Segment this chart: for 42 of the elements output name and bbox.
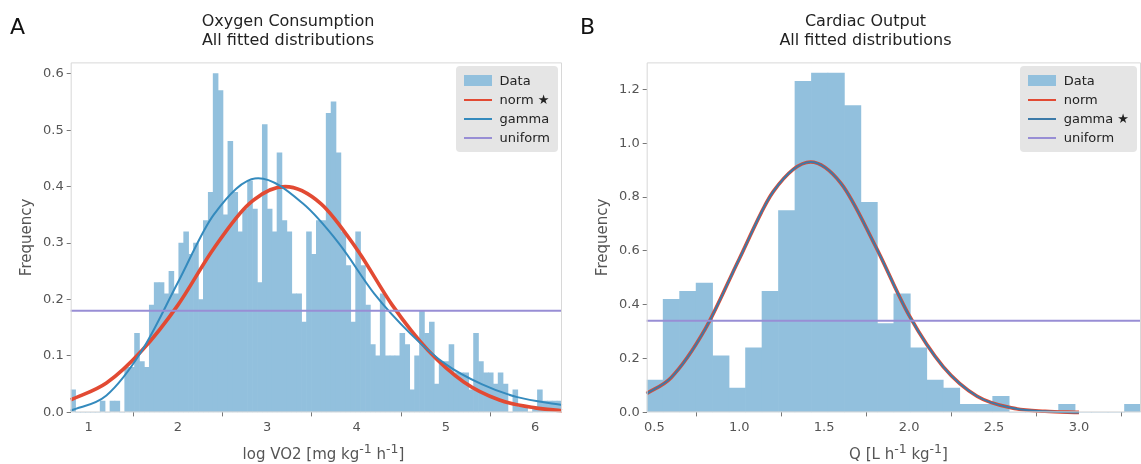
y-tick-label: 0.0 bbox=[618, 403, 640, 419]
x-tick-label: 3.0 bbox=[1068, 418, 1090, 434]
y-tick-label: 1.2 bbox=[618, 80, 640, 96]
x-tick-label: 0.5 bbox=[643, 418, 665, 434]
legend-label: Data bbox=[1063, 72, 1095, 91]
y-tick-label: 0.4 bbox=[618, 296, 640, 312]
legend-label: gamma ★ bbox=[1063, 110, 1129, 129]
legend-label: norm bbox=[1063, 91, 1098, 110]
y-tick-label: 0.6 bbox=[618, 242, 640, 258]
x-tick-label: 1 bbox=[84, 418, 93, 434]
x-tick-label: 1.5 bbox=[813, 418, 835, 434]
text: A bbox=[10, 14, 26, 39]
y-tick-label: 1.0 bbox=[618, 134, 640, 150]
x-tick-label: 1.0 bbox=[728, 418, 750, 434]
y-tick-label: 0.1 bbox=[42, 347, 64, 363]
x-axis-title: log VO2 [mg kg$^{-1}$ h$^{-1}$] bbox=[241, 440, 406, 464]
x-axis-title: Q [L h$^{-1}$ kg$^{-1}$] bbox=[848, 440, 949, 464]
y-tick-label: 0.3 bbox=[42, 234, 64, 250]
y-tick-label: 0.5 bbox=[42, 121, 64, 137]
legend-label: uniform bbox=[1063, 129, 1115, 148]
y-axis-title: Frequency bbox=[16, 198, 35, 277]
x-tick-label: 2.5 bbox=[983, 418, 1005, 434]
text: B bbox=[580, 14, 596, 39]
y-axis-title: Frequency bbox=[592, 198, 611, 277]
x-tick-label: 3 bbox=[263, 418, 272, 434]
y-tick-label: 0.8 bbox=[618, 188, 640, 204]
legend-label: norm ★ bbox=[499, 91, 550, 110]
x-tick-label: 5 bbox=[441, 418, 451, 434]
legend-label: Data bbox=[499, 72, 531, 91]
x-tick-label: 6 bbox=[531, 418, 540, 434]
y-tick-label: 0.2 bbox=[42, 290, 64, 306]
chart-title: Oxygen Consumption All fitted distributions bbox=[201, 10, 375, 49]
y-tick-label: 0.2 bbox=[618, 349, 640, 365]
y-tick-label: 0.6 bbox=[42, 65, 64, 81]
chart-title: Cardiac Output All fitted distributions bbox=[779, 10, 952, 49]
y-tick-label: 0.0 bbox=[42, 403, 64, 419]
legend-label: uniform bbox=[499, 129, 550, 148]
x-tick-label: 2.0 bbox=[898, 418, 920, 434]
legend-label: gamma bbox=[499, 110, 550, 129]
x-tick-label: 2 bbox=[173, 418, 183, 434]
y-tick-label: 0.4 bbox=[42, 177, 64, 193]
x-tick-label: 4 bbox=[352, 418, 361, 434]
